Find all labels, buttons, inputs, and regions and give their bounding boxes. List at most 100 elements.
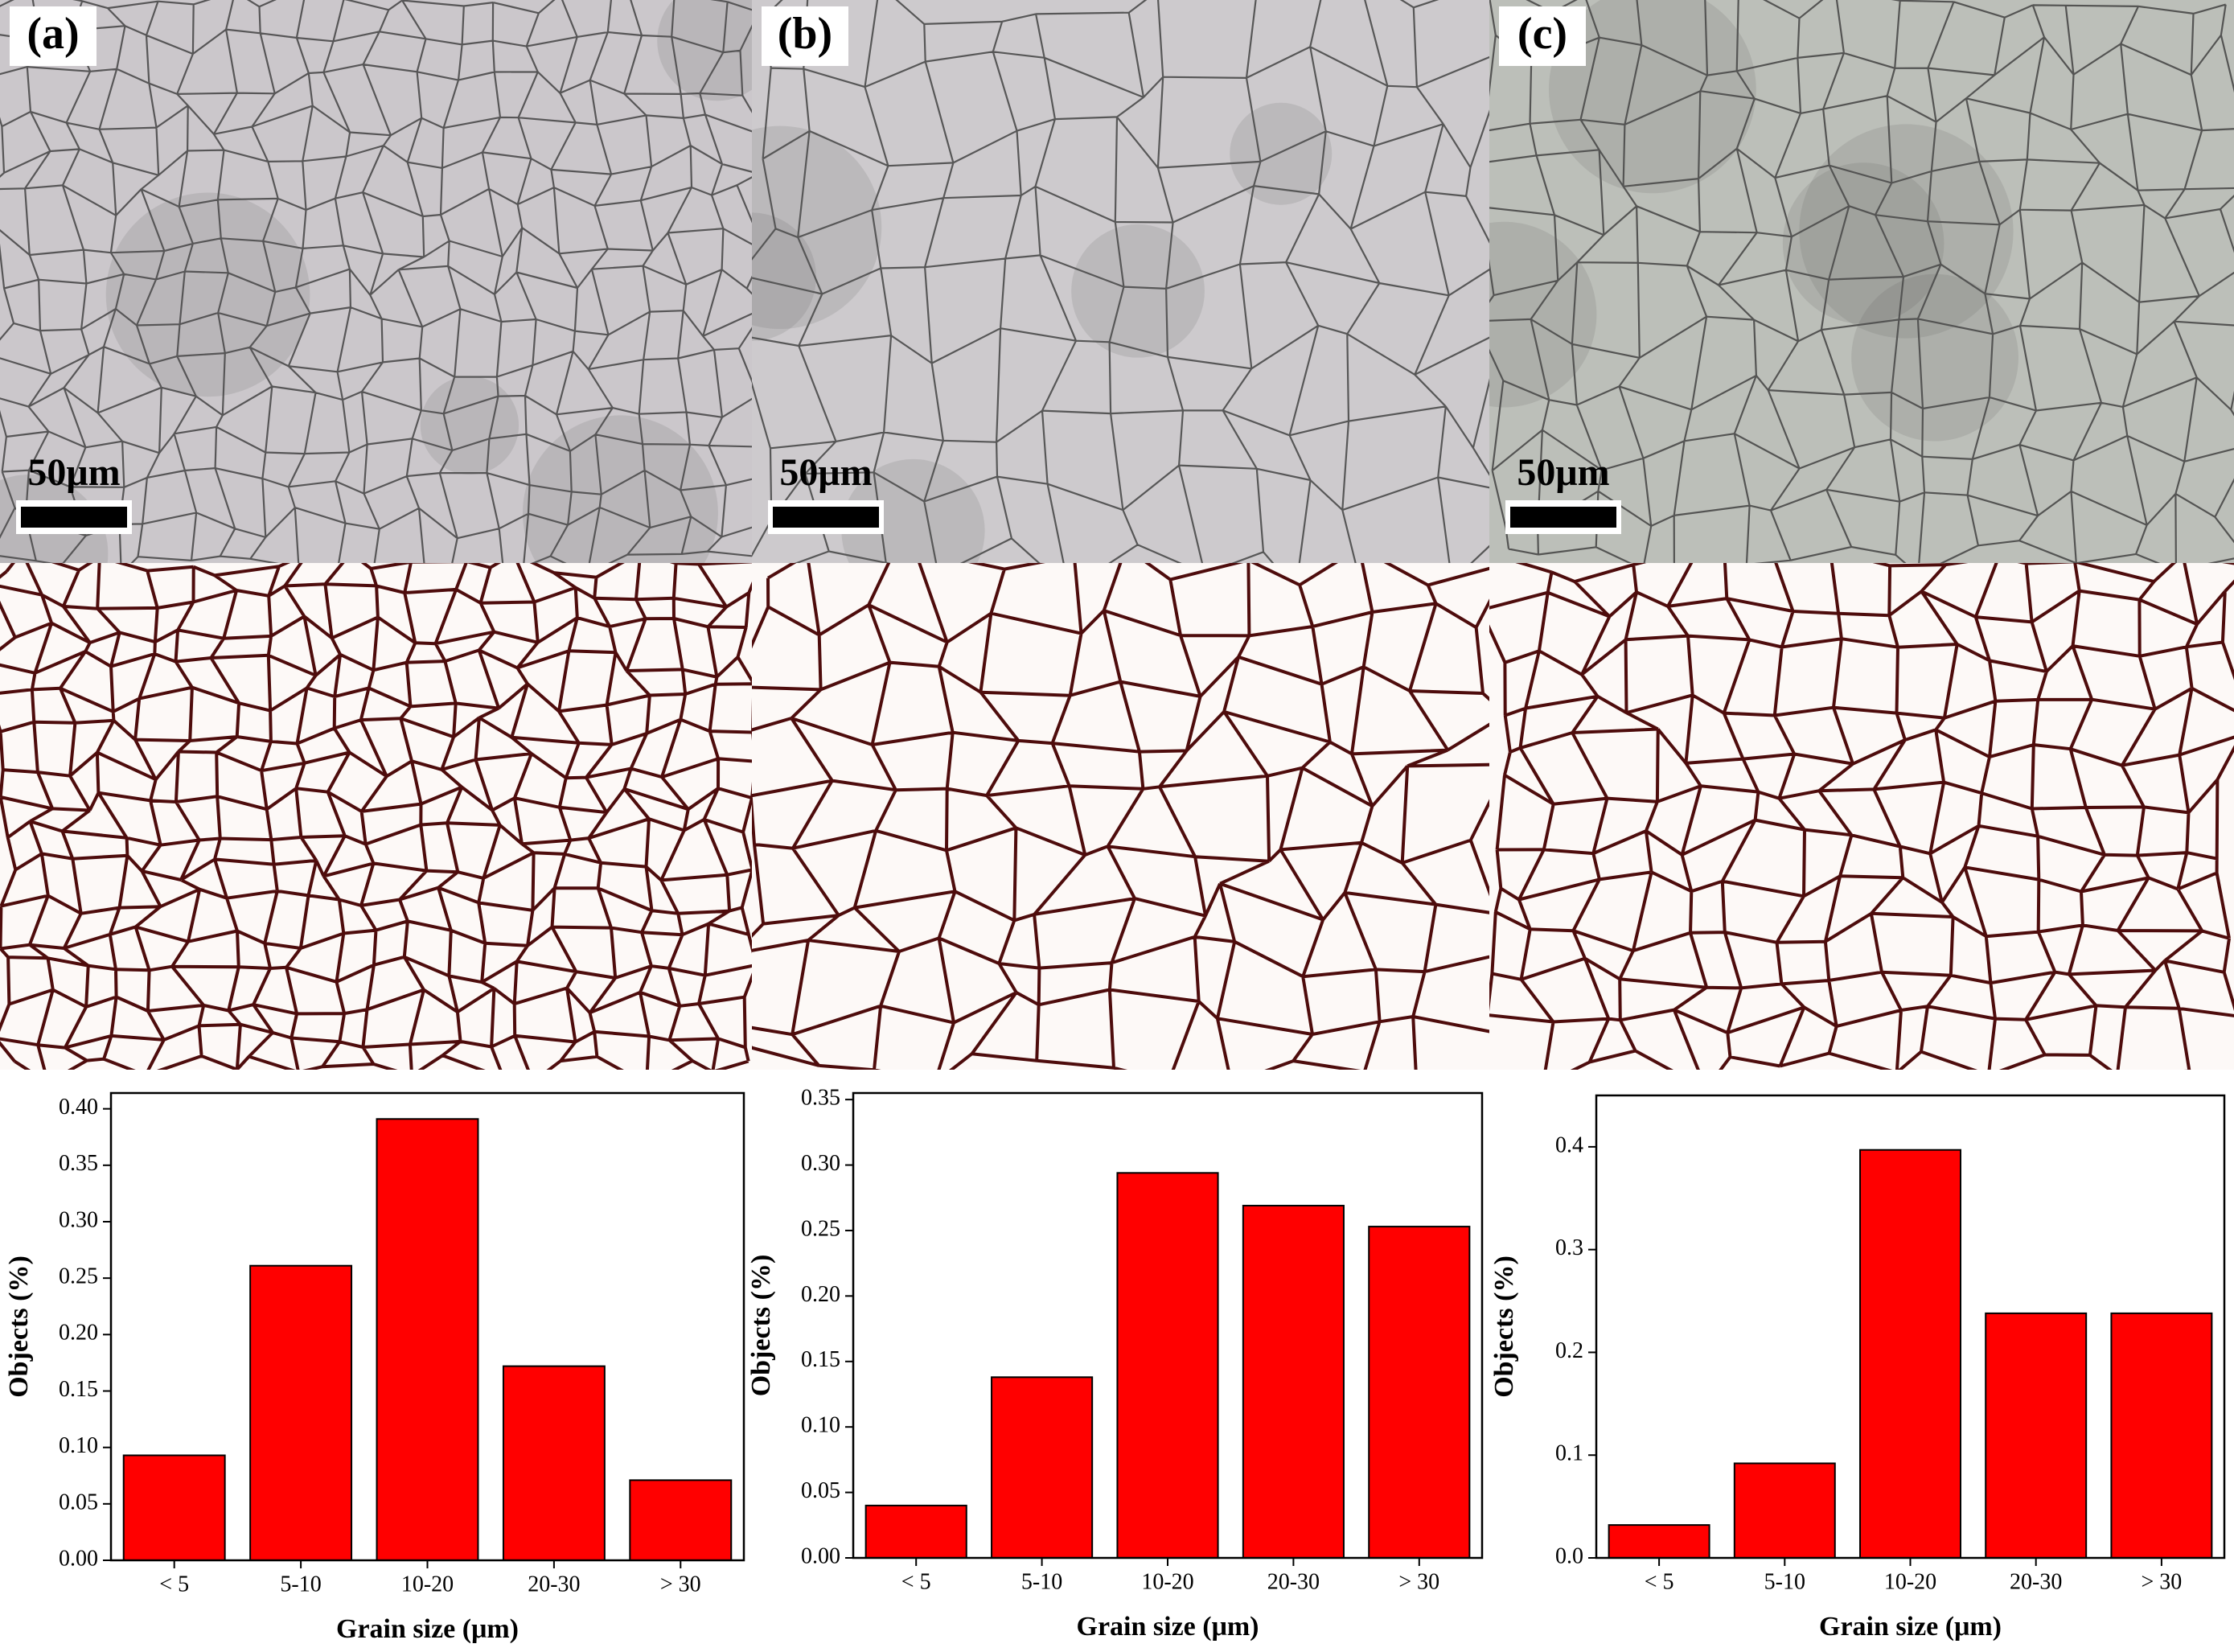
x-tick-label: > 30 [660,1572,701,1597]
etch-shade [752,125,882,329]
x-tick-label: > 30 [2142,1569,2183,1594]
scale-bar-label: 50μm [779,451,872,494]
bar [1242,1205,1345,1560]
panel-label-bg [762,6,848,66]
scale-bar-label: 50μm [1517,451,1609,494]
etch-shade [1782,162,1944,324]
y-tick-label: 0.35 [801,1086,840,1111]
etch-shade [1489,221,1597,408]
segmentation-map [0,563,752,1070]
bar [629,1479,733,1561]
y-tick-label: 0.30 [59,1207,98,1232]
plot-frame [109,1091,745,1562]
x-axis-label: Grain size (μm) [336,1614,519,1644]
etch-shade [1799,124,2014,339]
x-tick-label: 10-20 [401,1572,454,1597]
x-tick-label: 5-10 [280,1572,321,1597]
panel-label-bg [10,6,97,66]
x-tick-label: 20-30 [1267,1569,1320,1594]
panel-label: (a) [27,9,79,59]
y-tick-label: 0.00 [59,1546,98,1571]
y-tick-label: 0.2 [1555,1338,1583,1363]
etch-shade [105,192,310,397]
y-tick-label: 0.30 [801,1151,840,1176]
y-tick-label: 0.25 [59,1264,98,1289]
scale-bar [1510,507,1616,528]
x-tick-label: < 5 [1645,1569,1674,1594]
bar [2110,1312,2213,1560]
x-tick-label: > 30 [1398,1569,1439,1594]
y-tick-label: 0.35 [59,1151,98,1176]
x-axis-label: Grain size (μm) [1819,1612,2002,1642]
etch-shade [1549,0,1756,194]
micrograph [752,0,1489,563]
y-tick-label: 0.0 [1555,1543,1583,1568]
y-axis-label: Objects (%) [4,1255,34,1398]
grain-boundaries [752,0,1489,563]
y-tick-label: 0.20 [801,1282,840,1307]
grain-boundaries [1489,0,2234,563]
panel-label: (c) [1517,9,1567,59]
panel-label-bg [1499,6,1586,66]
y-tick-label: 0.15 [801,1347,840,1372]
plot-frame [1595,1094,2226,1560]
bar [991,1376,1094,1559]
y-tick-label: 0.10 [59,1433,98,1458]
bar [249,1264,353,1562]
segmented-boundaries [0,563,752,1070]
bar [1733,1462,1836,1560]
etch-shade [1851,273,2018,442]
bar [864,1504,967,1560]
etch-shade [752,212,816,341]
y-tick-label: 0.3 [1555,1235,1583,1260]
x-tick-label: 5-10 [1021,1569,1062,1594]
etch-shade [523,415,718,563]
bar [1859,1149,1961,1559]
grain-boundaries [0,0,752,563]
plot-frame [852,1091,1484,1560]
y-tick-label: 0.10 [801,1413,840,1438]
segmentation-map [1489,563,2234,1070]
bar [1985,1312,2088,1560]
etch-shade [1230,102,1333,205]
x-tick-label: 10-20 [1141,1569,1193,1594]
x-axis-label: Grain size (μm) [1077,1612,1259,1642]
y-tick-label: 0.25 [801,1216,840,1241]
x-tick-label: < 5 [159,1572,189,1597]
scale-bar [773,507,879,528]
y-axis-label: Objects (%) [1489,1255,1519,1398]
x-tick-label: 20-30 [2010,1569,2062,1594]
bar [502,1365,606,1562]
micrograph [1489,0,2234,563]
segmented-boundaries [1489,563,2234,1070]
y-tick-label: 0.20 [59,1321,98,1346]
bar [376,1118,479,1562]
micrograph [0,0,752,563]
bar [1116,1172,1219,1560]
scale-bar-label: 50μm [27,451,120,494]
y-tick-label: 0.15 [59,1377,98,1402]
y-tick-label: 0.1 [1555,1441,1583,1466]
y-tick-label: 0.40 [59,1095,98,1120]
y-tick-label: 0.05 [801,1478,840,1503]
bar [122,1454,226,1561]
etch-shade [1071,224,1205,358]
x-tick-label: 10-20 [1884,1569,1936,1594]
segmented-boundaries [752,563,1489,1070]
etch-shade [420,376,519,475]
bar [1608,1524,1710,1559]
y-tick-label: 0.05 [59,1490,98,1514]
scale-bar [21,507,127,528]
x-tick-label: 5-10 [1764,1569,1805,1594]
etch-shade [657,0,752,101]
y-axis-label: Objects (%) [746,1255,776,1397]
panel-label: (b) [778,9,832,59]
y-tick-label: 0.00 [801,1543,840,1568]
x-tick-label: < 5 [901,1569,931,1594]
bar [1368,1226,1471,1559]
segmentation-map [752,563,1489,1070]
x-tick-label: 20-30 [528,1572,580,1597]
etch-shade [841,458,985,563]
